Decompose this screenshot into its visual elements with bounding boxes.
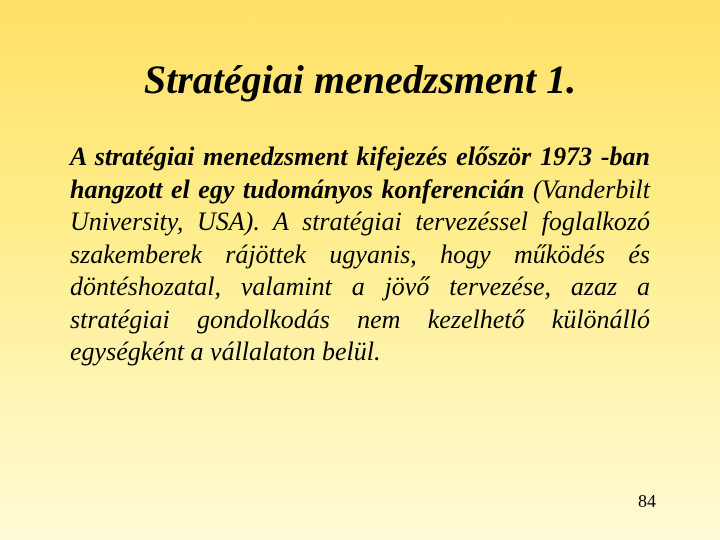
- slide-container: Stratégiai menedzsment 1. A stratégiai m…: [0, 0, 720, 540]
- slide-title: Stratégiai menedzsment 1.: [60, 56, 660, 103]
- page-number: 84: [638, 491, 656, 512]
- slide-body: A stratégiai menedzsment kifejezés elősz…: [60, 141, 660, 369]
